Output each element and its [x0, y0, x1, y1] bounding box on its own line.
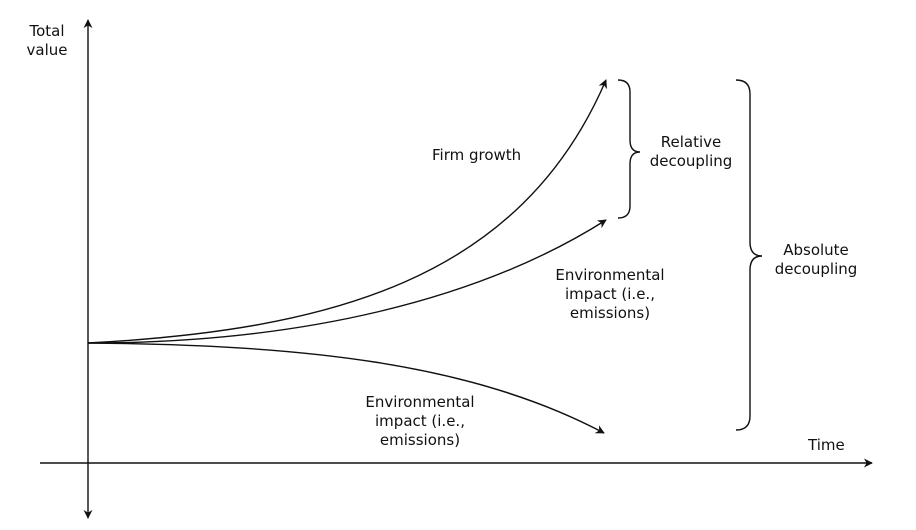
- relative-decoupling-line1: Relative: [660, 133, 722, 151]
- absolute-decoupling-line1: Absolute: [783, 241, 849, 259]
- env-impact-lower-curve: [87, 342, 605, 434]
- env-impact-lower-line3: emissions): [379, 431, 461, 449]
- env-impact-lower-label: Environmental impact (i.e., emissions): [350, 393, 490, 450]
- y-axis-label-line2: value: [26, 41, 68, 59]
- env-impact-upper-label: Environmental impact (i.e., emissions): [540, 266, 680, 323]
- firm-growth-label: Firm growth: [432, 146, 522, 164]
- y-axis-label: Total value: [22, 22, 72, 60]
- absolute-decoupling-brace: [735, 79, 763, 431]
- relative-decoupling-line2: decoupling: [649, 152, 733, 170]
- env-impact-upper-curve: [87, 219, 607, 344]
- firm-growth-curve: [87, 79, 607, 344]
- x-axis-label: Time: [808, 436, 845, 454]
- env-impact-lower-line1: Environmental: [365, 393, 475, 411]
- env-impact-upper-line3: emissions): [569, 304, 651, 322]
- env-impact-upper-line1: Environmental: [555, 266, 665, 284]
- absolute-decoupling-label: Absolute decoupling: [760, 241, 872, 279]
- relative-decoupling-brace: [617, 79, 641, 219]
- env-impact-upper-line2: impact (i.e.,: [565, 285, 655, 303]
- relative-decoupling-label: Relative decoupling: [636, 133, 746, 171]
- absolute-decoupling-line2: decoupling: [774, 260, 858, 278]
- y-axis-label-line1: Total: [29, 22, 65, 40]
- env-impact-lower-line2: impact (i.e.,: [375, 412, 465, 430]
